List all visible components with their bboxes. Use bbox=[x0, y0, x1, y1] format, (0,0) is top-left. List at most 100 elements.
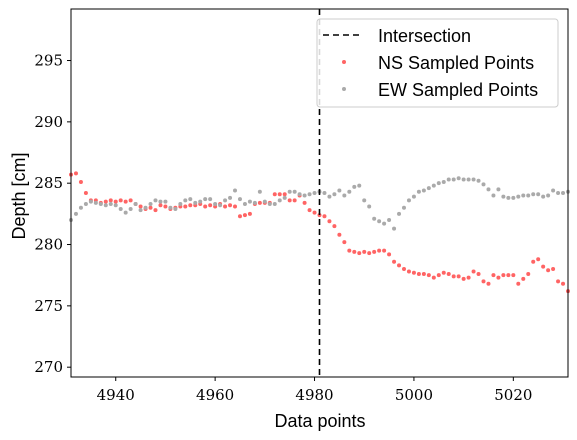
ew-point bbox=[98, 202, 103, 207]
ns-point bbox=[208, 203, 213, 208]
ew-point bbox=[312, 191, 317, 195]
ns-point bbox=[148, 205, 153, 210]
ns-point bbox=[446, 271, 451, 276]
ns-point bbox=[128, 198, 133, 203]
ew-point bbox=[436, 181, 441, 186]
ns-point bbox=[203, 204, 208, 209]
ew-point bbox=[377, 219, 382, 224]
ew-point bbox=[93, 200, 98, 205]
ew-point bbox=[401, 205, 406, 210]
legend-ew-swatch bbox=[342, 87, 346, 91]
ns-point bbox=[476, 271, 481, 276]
ns-point bbox=[153, 208, 158, 213]
ew-point bbox=[267, 202, 272, 207]
ns-point bbox=[521, 276, 526, 281]
ns-point bbox=[556, 279, 561, 284]
ew-point bbox=[233, 188, 238, 193]
ew-point bbox=[297, 192, 302, 197]
ew-point bbox=[158, 199, 163, 204]
ns-point bbox=[397, 263, 402, 268]
ew-point bbox=[456, 176, 461, 181]
ns-point bbox=[451, 274, 456, 279]
ns-point bbox=[486, 281, 491, 286]
ew-point bbox=[431, 183, 436, 188]
ns-point bbox=[367, 251, 372, 256]
ew-point bbox=[277, 198, 282, 203]
ew-point bbox=[521, 193, 526, 198]
ew-point bbox=[208, 197, 213, 202]
ns-point bbox=[461, 276, 466, 281]
ns-point bbox=[302, 200, 307, 205]
ns-point bbox=[272, 192, 277, 197]
ns-point bbox=[118, 198, 123, 203]
ew-point bbox=[337, 188, 342, 193]
ew-point bbox=[138, 208, 143, 213]
ns-point bbox=[233, 204, 238, 209]
ns-point bbox=[188, 203, 193, 208]
ew-point bbox=[88, 199, 93, 204]
ew-point bbox=[481, 182, 486, 187]
ns-point bbox=[312, 210, 317, 215]
y-axis-ticks: 270 275 280 285 290 295 bbox=[34, 52, 71, 376]
ew-point bbox=[143, 205, 148, 210]
ew-point bbox=[307, 192, 312, 197]
ew-point bbox=[118, 206, 123, 211]
ew-point bbox=[292, 189, 297, 194]
ew-point bbox=[511, 195, 516, 200]
ns-point bbox=[481, 279, 486, 284]
legend: Intersection NS Sampled Points EW Sample… bbox=[316, 18, 559, 108]
ew-point bbox=[471, 177, 476, 182]
ew-point bbox=[486, 187, 491, 192]
ew-point bbox=[287, 189, 292, 194]
ew-point bbox=[531, 192, 536, 197]
ew-point bbox=[198, 199, 203, 204]
ns-point bbox=[501, 273, 506, 278]
plot-frame bbox=[70, 8, 569, 378]
ew-point bbox=[501, 194, 506, 199]
ns-point bbox=[436, 273, 441, 278]
ns-point bbox=[561, 281, 566, 286]
ew-point bbox=[218, 203, 223, 208]
ew-point bbox=[421, 188, 426, 193]
ew-point bbox=[282, 195, 287, 200]
ns-point bbox=[531, 259, 536, 264]
ns-point bbox=[347, 248, 352, 253]
ns-point bbox=[307, 208, 312, 213]
y-tick-label: 270 bbox=[34, 358, 63, 376]
ew-point bbox=[257, 189, 262, 194]
ns-point bbox=[392, 259, 397, 264]
ns-point bbox=[352, 249, 357, 254]
ew-point bbox=[148, 202, 153, 207]
ew-point bbox=[441, 179, 446, 184]
ew-point bbox=[113, 203, 118, 208]
ew-point bbox=[466, 177, 471, 182]
y-tick-label: 295 bbox=[34, 52, 63, 70]
ew-point bbox=[392, 226, 397, 231]
ns-point bbox=[292, 198, 297, 203]
ew-point bbox=[561, 191, 566, 195]
ns-point bbox=[257, 200, 262, 205]
ew-point bbox=[367, 204, 372, 209]
ns-point bbox=[506, 273, 511, 278]
ew-point bbox=[108, 202, 113, 207]
ns-point bbox=[237, 214, 242, 219]
legend-ns-label: NS Sampled Points bbox=[378, 53, 534, 73]
ew-point bbox=[188, 197, 193, 202]
ew-point bbox=[526, 193, 531, 198]
ew-point bbox=[223, 198, 228, 203]
ew-point bbox=[342, 193, 347, 198]
ns-point bbox=[362, 249, 367, 254]
ew-point bbox=[406, 198, 411, 203]
y-tick-label: 290 bbox=[34, 113, 63, 131]
ns-point bbox=[163, 204, 168, 209]
ns-point bbox=[327, 219, 332, 224]
ns-point bbox=[108, 198, 113, 203]
ns-point bbox=[247, 211, 252, 216]
ew-point bbox=[516, 194, 521, 199]
ew-point bbox=[496, 187, 501, 192]
y-tick-label: 280 bbox=[34, 236, 63, 254]
ns-point bbox=[322, 214, 327, 219]
ew-point bbox=[551, 188, 556, 193]
ew-point bbox=[451, 177, 456, 182]
